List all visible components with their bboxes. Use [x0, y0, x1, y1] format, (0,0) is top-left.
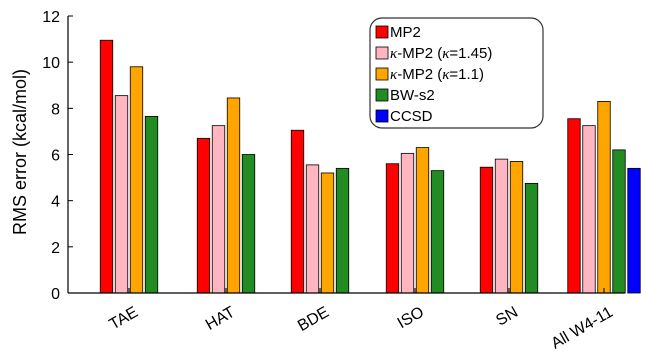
x-tick-label: BDE [295, 304, 332, 335]
legend-text-part: -MP2 ( [397, 66, 442, 83]
y-tick-label: 6 [51, 148, 60, 165]
bar [115, 96, 128, 293]
legend-text-part: -MP2 ( [397, 45, 442, 62]
bar [598, 101, 611, 293]
legend-text-part: BW-s2 [390, 87, 435, 104]
bar [525, 183, 538, 293]
bar [130, 67, 143, 293]
bar [480, 167, 493, 293]
legend-swatch [376, 89, 388, 101]
y-tick-label: 8 [51, 101, 60, 118]
y-tick-label: 10 [42, 55, 60, 72]
legend-label: MP2 [390, 24, 421, 41]
x-tick-label: SN [493, 304, 521, 330]
x-tick-label: All W4-11 [548, 304, 616, 353]
bar [242, 155, 255, 294]
x-tick-label: ISO [395, 304, 427, 333]
bar [197, 138, 210, 293]
bar [386, 164, 399, 293]
legend-label: BW-s2 [390, 87, 435, 104]
legend-swatch [376, 26, 388, 38]
bar [401, 153, 414, 293]
bar [145, 116, 158, 293]
bar [291, 130, 304, 293]
legend-label: κ-MP2 (κ=1.1) [390, 66, 484, 83]
y-tick-label: 4 [51, 194, 60, 211]
bar [227, 98, 240, 293]
y-tick-label: 12 [42, 9, 60, 26]
legend-swatch [376, 47, 388, 59]
legend: MP2 κ-MP2 (κ=1.45) κ-MP2 (κ=1.1) BW-s2 CCSD [370, 18, 543, 128]
legend-text-part: MP2 [390, 24, 421, 41]
bar [568, 119, 581, 293]
bar [510, 161, 523, 293]
legend-text-part: CCSD [390, 108, 433, 125]
legend-swatch [376, 110, 388, 122]
legend-swatch [376, 68, 388, 80]
bar [321, 173, 334, 293]
y-axis-title: RMS error (kcal/mol) [10, 69, 30, 235]
x-tick-label: HAT [203, 304, 238, 334]
legend-text-part: =1.1) [449, 66, 484, 83]
bar [613, 150, 626, 293]
legend-label: CCSD [390, 108, 433, 125]
bar [431, 171, 444, 293]
bar [100, 40, 113, 293]
bar [495, 159, 508, 293]
y-tick-label: 0 [51, 286, 60, 303]
legend-text-part: =1.45) [449, 45, 492, 62]
bar [628, 168, 641, 293]
bar [306, 165, 319, 293]
bar [212, 126, 225, 293]
bar [583, 126, 596, 293]
y-tick-label: 2 [51, 240, 60, 257]
bar [416, 148, 429, 293]
bar [336, 168, 349, 293]
legend-label: κ-MP2 (κ=1.45) [390, 45, 492, 62]
x-tick-label: TAE [107, 304, 141, 334]
